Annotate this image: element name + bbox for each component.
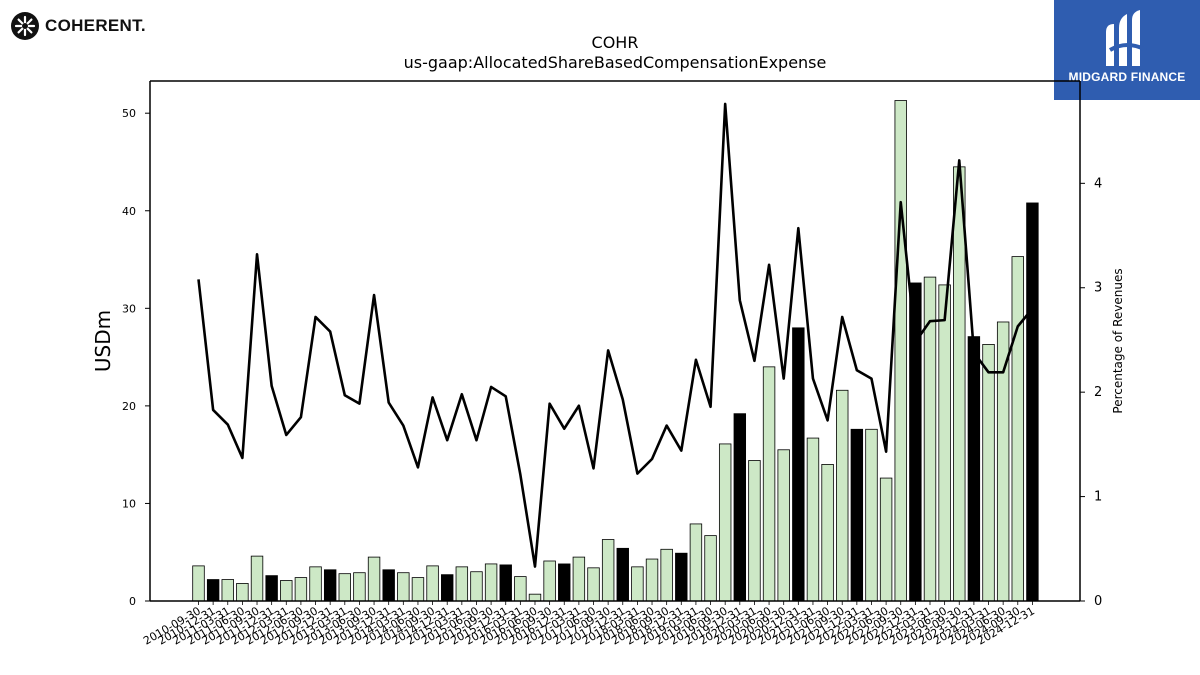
axes: 0 10 20 30 40 50 0 1 2 3 4 (122, 80, 1102, 609)
bar-2024-12-31 (1026, 202, 1039, 602)
bar-2012-06-30 (294, 577, 308, 602)
bar-2015-03-31 (455, 566, 469, 602)
bar-2013-12-31 (382, 569, 395, 602)
midgard-brand-text: MIDGARD FINANCE (1068, 70, 1186, 84)
bar-2021-12-31 (850, 428, 864, 602)
bar-2014-06-30 (411, 577, 425, 602)
chart-subtitle: us-gaap:AllocatedShareBasedCompensationE… (404, 53, 827, 72)
bar-2017-09-30 (601, 539, 615, 602)
coherent-logo: COHERENT. (10, 10, 146, 42)
y2-tick-label: 0 (1094, 594, 1102, 609)
bar-2016-09-30 (543, 560, 556, 602)
bar-2012-12-31 (323, 569, 337, 602)
bar-series (192, 100, 1039, 602)
bar-2020-12-31 (792, 327, 805, 602)
bar-2011-06-30 (236, 583, 249, 602)
bar-2023-09-30 (953, 166, 966, 602)
bar-2019-06-30 (704, 535, 717, 602)
bar-2022-03-31 (865, 428, 878, 602)
chart-title: COHR (592, 33, 639, 52)
y-tick-label: 50 (122, 107, 136, 120)
bar-2014-12-31 (441, 574, 454, 602)
bar-2019-03-31 (689, 523, 703, 602)
y-axis-label: USDm (91, 310, 115, 372)
bar-2015-12-31 (499, 564, 512, 602)
percentage-line (197, 102, 1034, 568)
bar-2018-06-30 (645, 558, 659, 602)
bar-2018-03-31 (631, 566, 644, 602)
bar-2011-09-30 (250, 555, 264, 602)
bar-2015-09-30 (484, 563, 498, 602)
bar-2014-09-30 (426, 565, 439, 602)
bar-2012-09-30 (309, 566, 322, 602)
bar-2024-03-31 (982, 344, 995, 602)
line-series (197, 102, 1034, 568)
bar-2018-12-31 (675, 552, 688, 602)
bar-2017-06-30 (587, 567, 600, 602)
y2-tick-label: 1 (1094, 490, 1102, 505)
bar-2012-03-31 (280, 580, 293, 602)
bar-2016-12-31 (558, 563, 571, 602)
bar-2020-09-30 (777, 449, 790, 602)
bar-2020-06-30 (762, 366, 776, 602)
y2-axis-label: Percentage of Revenues (1111, 268, 1125, 413)
coherent-brand-text: COHERENT. (45, 16, 146, 35)
bar-2016-06-30 (528, 593, 542, 602)
bar-2011-12-31 (265, 575, 278, 602)
y-tick-label: 20 (122, 400, 136, 413)
bar-2021-09-30 (836, 389, 849, 602)
bar-2018-09-30 (660, 548, 673, 602)
bar-2021-06-30 (821, 464, 834, 602)
y-tick-label: 30 (122, 302, 136, 315)
y-tick-label: 0 (129, 595, 136, 608)
bar-2019-12-31 (733, 413, 747, 602)
bar-2016-03-31 (514, 576, 527, 602)
bar-2017-12-31 (616, 547, 629, 602)
bar-2024-09-30 (1011, 256, 1024, 602)
x-tick-labels: 2010-09-302010-12-312011-03-312011-06-30… (141, 604, 1037, 647)
bar-2022-09-30 (894, 100, 907, 602)
bar-2014-03-31 (397, 572, 410, 602)
bar-2013-06-30 (353, 572, 366, 602)
bar-2013-03-31 (338, 573, 352, 602)
y2-tick-label: 4 (1094, 176, 1102, 191)
bar-2023-12-31 (967, 336, 981, 602)
y2-tick-label: 2 (1094, 385, 1102, 400)
bar-2013-09-30 (367, 556, 381, 602)
midgard-m-icon (1106, 10, 1147, 66)
coherent-mark-icon (11, 12, 39, 40)
bar-2010-09-30 (192, 565, 205, 602)
bar-2019-09-30 (718, 443, 732, 602)
bar-2010-12-31 (206, 579, 220, 602)
bar-2022-06-30 (879, 477, 893, 602)
y2-tick-label: 3 (1094, 281, 1102, 296)
y-tick-label: 10 (122, 497, 136, 510)
bar-2021-03-31 (806, 437, 820, 602)
y-tick-label: 40 (122, 205, 136, 218)
bar-2023-06-30 (938, 284, 951, 602)
midgard-finance-logo: MIDGARD FINANCE (1054, 0, 1200, 100)
bar-2015-06-30 (470, 571, 483, 602)
bar-2020-03-31 (748, 460, 761, 602)
bar-2017-03-31 (572, 556, 586, 602)
bar-2011-03-31 (221, 579, 234, 602)
